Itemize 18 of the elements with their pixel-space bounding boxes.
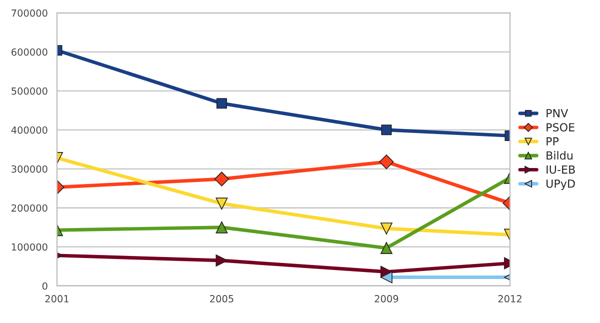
y-tick-label: 500000: [12, 87, 48, 95]
legend-label: PP: [546, 137, 559, 146]
x-tick-label: 2005: [210, 295, 234, 302]
legend-label: UPyD: [546, 180, 575, 190]
x-tick-label: 2009: [374, 295, 398, 302]
y-tick-label: 700000: [12, 9, 48, 17]
y-tick-label: 100000: [12, 243, 48, 251]
y-tick-label: 600000: [12, 48, 48, 56]
y-tick-label: 300000: [12, 165, 48, 173]
x-tick-label: 2001: [45, 295, 68, 302]
y-tick-label: 0: [42, 282, 48, 290]
legend-label: Bildu: [546, 151, 572, 160]
y-tick-label: 400000: [11, 126, 48, 134]
legend-label: IU-EB: [546, 165, 575, 174]
x-tick-label: 2012: [498, 295, 522, 302]
legend-label: PSOE: [546, 123, 574, 132]
y-tick-label: 200000: [12, 204, 48, 212]
legend-label: PNV: [546, 109, 568, 118]
